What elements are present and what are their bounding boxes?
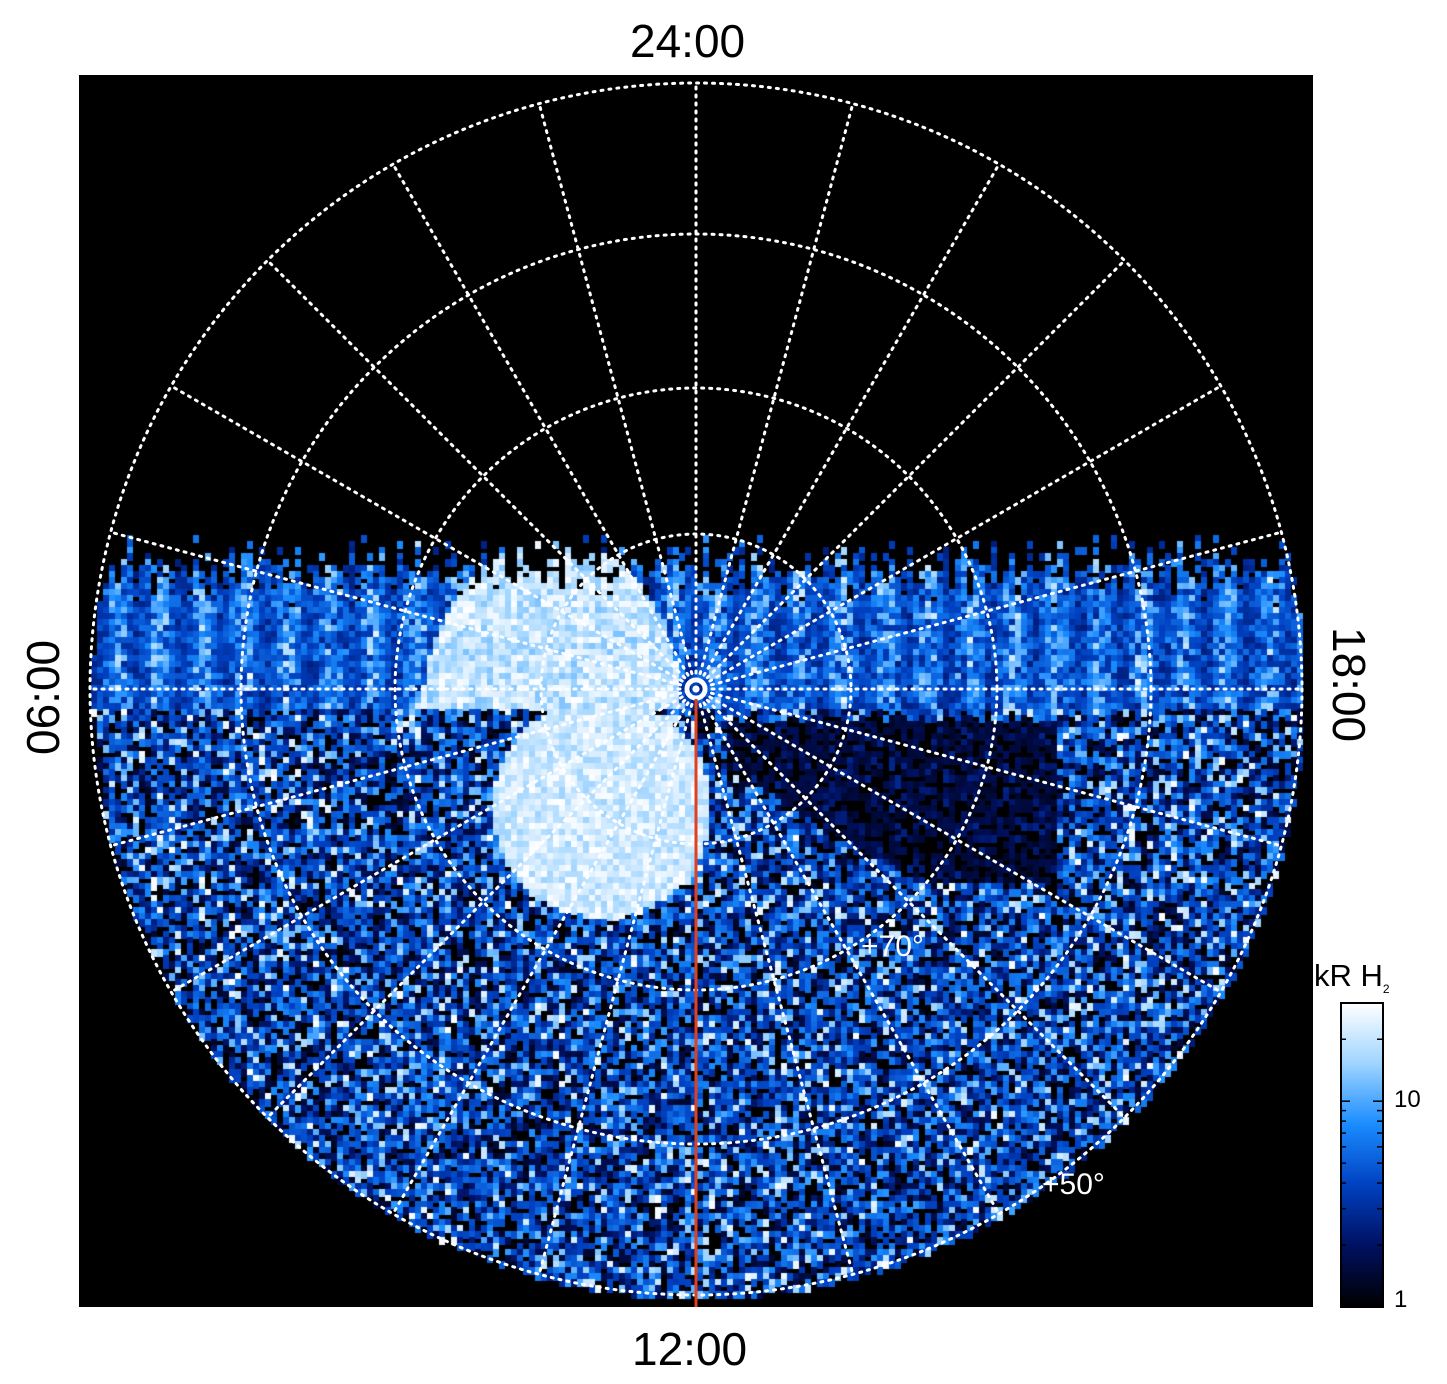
colorbar-title: kR H2 (1314, 958, 1390, 997)
colorbar (1340, 1002, 1384, 1308)
colorbar-tick-1: 1 (1394, 1286, 1408, 1313)
meridian-line (694, 687, 855, 1276)
meridian-line (694, 687, 1001, 1216)
meridian-line (694, 530, 1283, 691)
mlt-label-left: 06:00 (17, 639, 69, 755)
meridian-line (109, 687, 698, 848)
meridian-line (537, 102, 698, 691)
meridian-line (694, 162, 1001, 691)
meridian-line (694, 258, 1127, 691)
latitude-label-inner: +70° (861, 930, 924, 963)
meridian-line (265, 687, 698, 1120)
mlt-label-right: 18:00 (1323, 627, 1375, 743)
meridian-line (391, 162, 698, 691)
meridian-line (694, 102, 855, 691)
meridian-line (169, 384, 698, 691)
colorbar-gradient (1340, 1002, 1384, 1308)
meridian-line (694, 687, 1283, 848)
polar-projection-plot: +70° +50° (79, 75, 1313, 1307)
latitude-label-outer: +50° (1042, 1168, 1105, 1201)
mlt-label-bottom: 12:00 (632, 1323, 748, 1375)
meridian-line (169, 687, 698, 994)
meridian-line (694, 687, 1223, 994)
coordinate-grid (88, 81, 1304, 1307)
colorbar-tick-10: 10 (1394, 1086, 1421, 1113)
meridian-line (109, 530, 698, 691)
meridian-line (694, 384, 1223, 691)
meridian-line (391, 687, 698, 1216)
meridian-line (265, 258, 698, 691)
meridian-line (537, 687, 698, 1276)
mlt-label-top: 24:00 (630, 15, 746, 67)
meridian-line (694, 687, 1127, 1120)
